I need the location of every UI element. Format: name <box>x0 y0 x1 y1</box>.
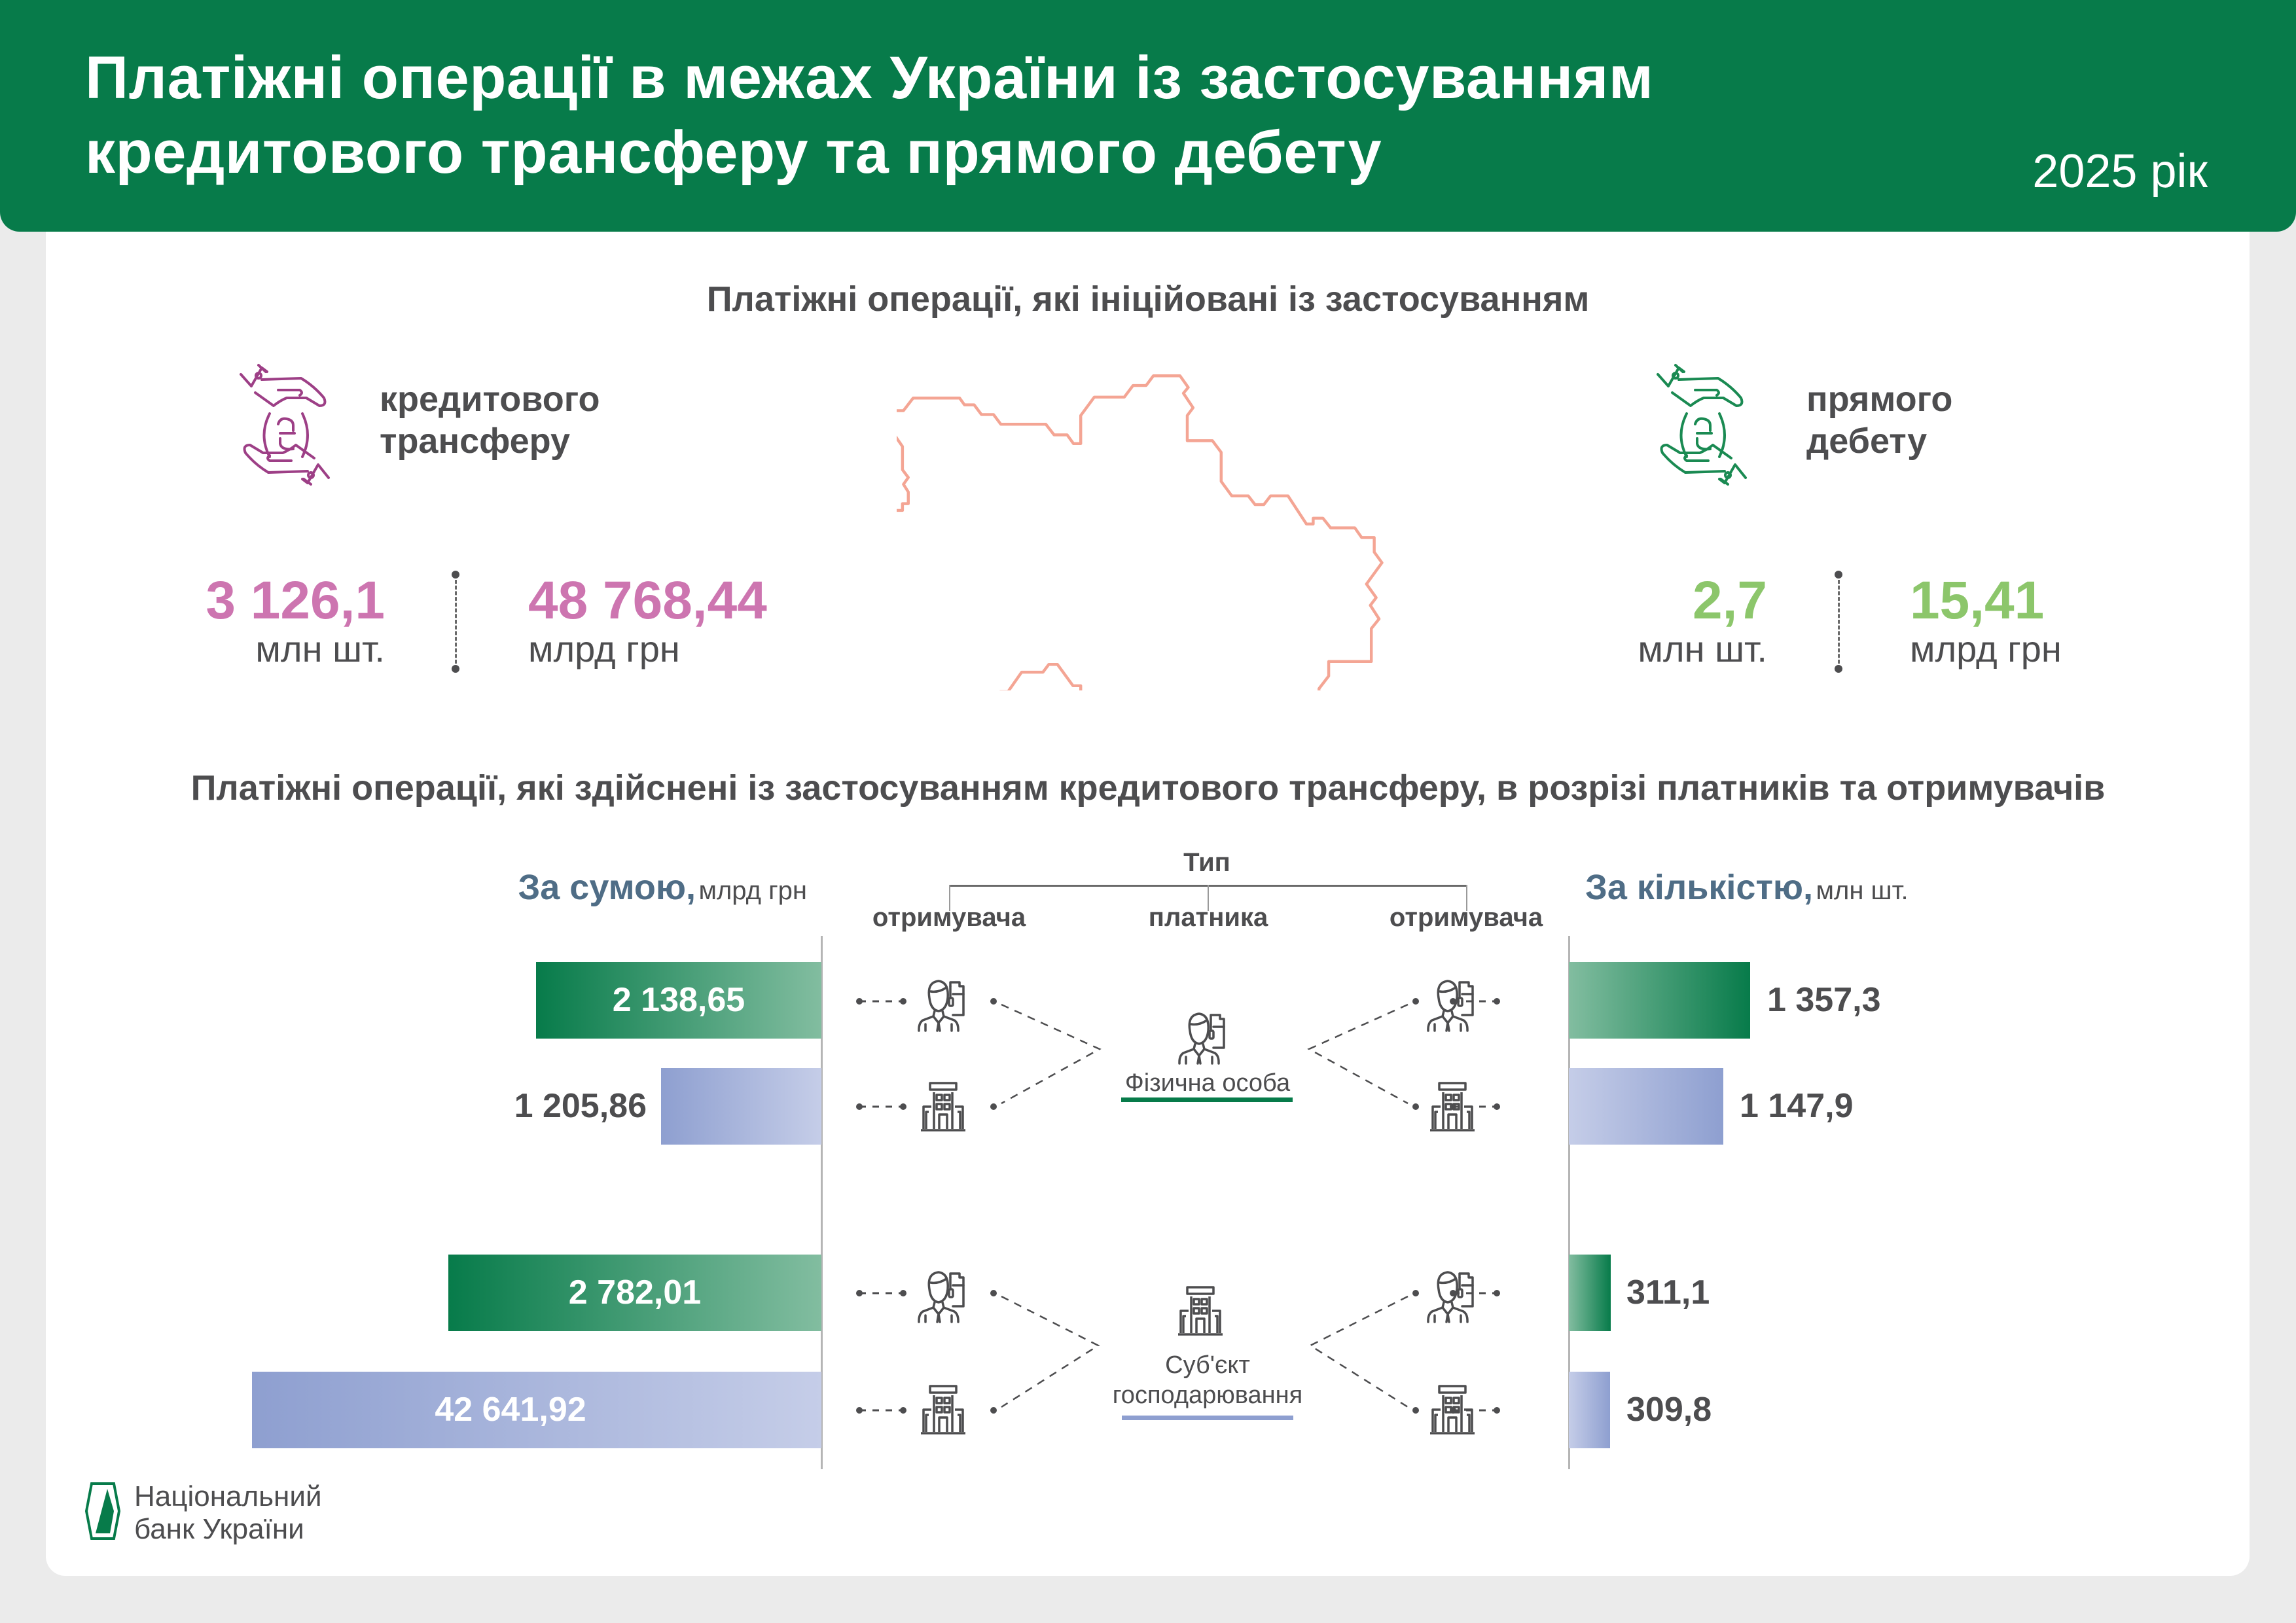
page-title-line1: Платіжні операції в межах України із зас… <box>85 45 1654 111</box>
left-axis-unit: млрд грн <box>698 876 807 905</box>
credit-transfer-label-line1: кредитового <box>380 380 600 419</box>
tree-root-type: Тип <box>1183 848 1230 877</box>
amount-value: 42 641,92 <box>435 1391 586 1429</box>
amount-bar-person-to-person: 2 138,65 <box>536 962 821 1039</box>
nbu-logo-icon <box>84 1482 121 1540</box>
tree-left-recipient: отримувача <box>872 903 1026 932</box>
direct-debit-count: 2,7 <box>1693 571 1767 630</box>
right-axis-unit: млн шт. <box>1816 876 1909 905</box>
tree-right-recipient: отримувача <box>1389 903 1543 932</box>
credit-transfer-amount: 48 768,44 <box>528 571 767 630</box>
amount-bar-entity-to-person: 2 782,01 <box>448 1255 821 1331</box>
amount-bar-person-to-entity <box>661 1068 821 1145</box>
credit-transfer-amount-unit: млрд грн <box>528 628 680 669</box>
count-bar-entity-to-person <box>1569 1255 1611 1331</box>
content-card <box>46 232 2250 1576</box>
left-axis-line <box>821 936 823 1469</box>
count-value: 1 147,9 <box>1740 1087 1854 1125</box>
payer-underline-individual <box>1121 1097 1293 1102</box>
amount-value: 2 138,65 <box>612 981 745 1019</box>
count-value: 311,1 <box>1626 1274 1710 1311</box>
direct-debit-label: прямого дебету <box>1806 378 1952 462</box>
tree-center-payer: платника <box>1148 903 1268 932</box>
right-axis-label: За кількістю, <box>1585 868 1814 907</box>
hands-hryvnia-icon <box>229 347 340 491</box>
credit-transfer-label-line2: трансферу <box>380 421 570 461</box>
nbu-logo-line1: Національний <box>134 1480 322 1512</box>
amount-bar-entity-to-entity: 42 641,92 <box>252 1372 821 1448</box>
payer-underline-entity <box>1122 1416 1293 1420</box>
nbu-logo-line2: банк України <box>134 1513 304 1545</box>
count-value: 309,8 <box>1626 1391 1712 1429</box>
direct-debit-label-line2: дебету <box>1806 421 1928 461</box>
credit-transfer-count: 3 126,1 <box>206 571 385 630</box>
right-axis-header: За кількістю, млн шт. <box>1585 867 1909 908</box>
left-axis-header: За сумою, млрд грн <box>518 867 807 908</box>
page-title: Платіжні операції в межах України із зас… <box>85 41 1653 190</box>
amount-value: 2 782,01 <box>568 1274 702 1311</box>
year-label: 2025 рік <box>2032 145 2208 198</box>
page-title-line2: кредитового трансферу та прямого дебету <box>85 119 1382 186</box>
count-bar-entity-to-entity <box>1569 1372 1610 1448</box>
count-value: 1 357,3 <box>1767 981 1881 1019</box>
credit-transfer-label: кредитового трансферу <box>380 378 600 462</box>
count-bar-person-to-person <box>1569 962 1750 1039</box>
direct-debit-label-line1: прямого <box>1806 380 1953 419</box>
amount-value: 1 205,86 <box>514 1087 647 1125</box>
direct-debit-amount: 15,41 <box>1910 571 2045 630</box>
right-axis-line <box>1568 936 1570 1469</box>
tree-branch-left <box>949 885 950 911</box>
header-banner <box>0 0 2296 232</box>
direct-debit-count-unit: млн шт. <box>1638 628 1767 669</box>
nbu-logo-text: Національний банк України <box>134 1480 322 1546</box>
credit-transfer-count-unit: млн шт. <box>255 628 385 669</box>
direct-debit-amount-unit: млрд грн <box>1910 628 2062 669</box>
payer-label-entity-line1: Суб'єкт <box>1165 1351 1250 1379</box>
hands-hryvnia-icon <box>1646 347 1757 491</box>
left-axis-label: За сумою, <box>518 868 696 907</box>
count-bar-person-to-entity <box>1569 1068 1723 1145</box>
payer-label-individual: Фізична особа <box>1124 1069 1291 1097</box>
section2-title: Платіжні операції, які здійснені із заст… <box>190 768 2106 808</box>
payer-label-entity-line2: господарювання <box>1112 1382 1303 1409</box>
tree-branch-center <box>1208 885 1209 911</box>
section1-title: Платіжні операції, які ініційовані із за… <box>706 279 1590 319</box>
tree-branch-right <box>1466 885 1467 911</box>
